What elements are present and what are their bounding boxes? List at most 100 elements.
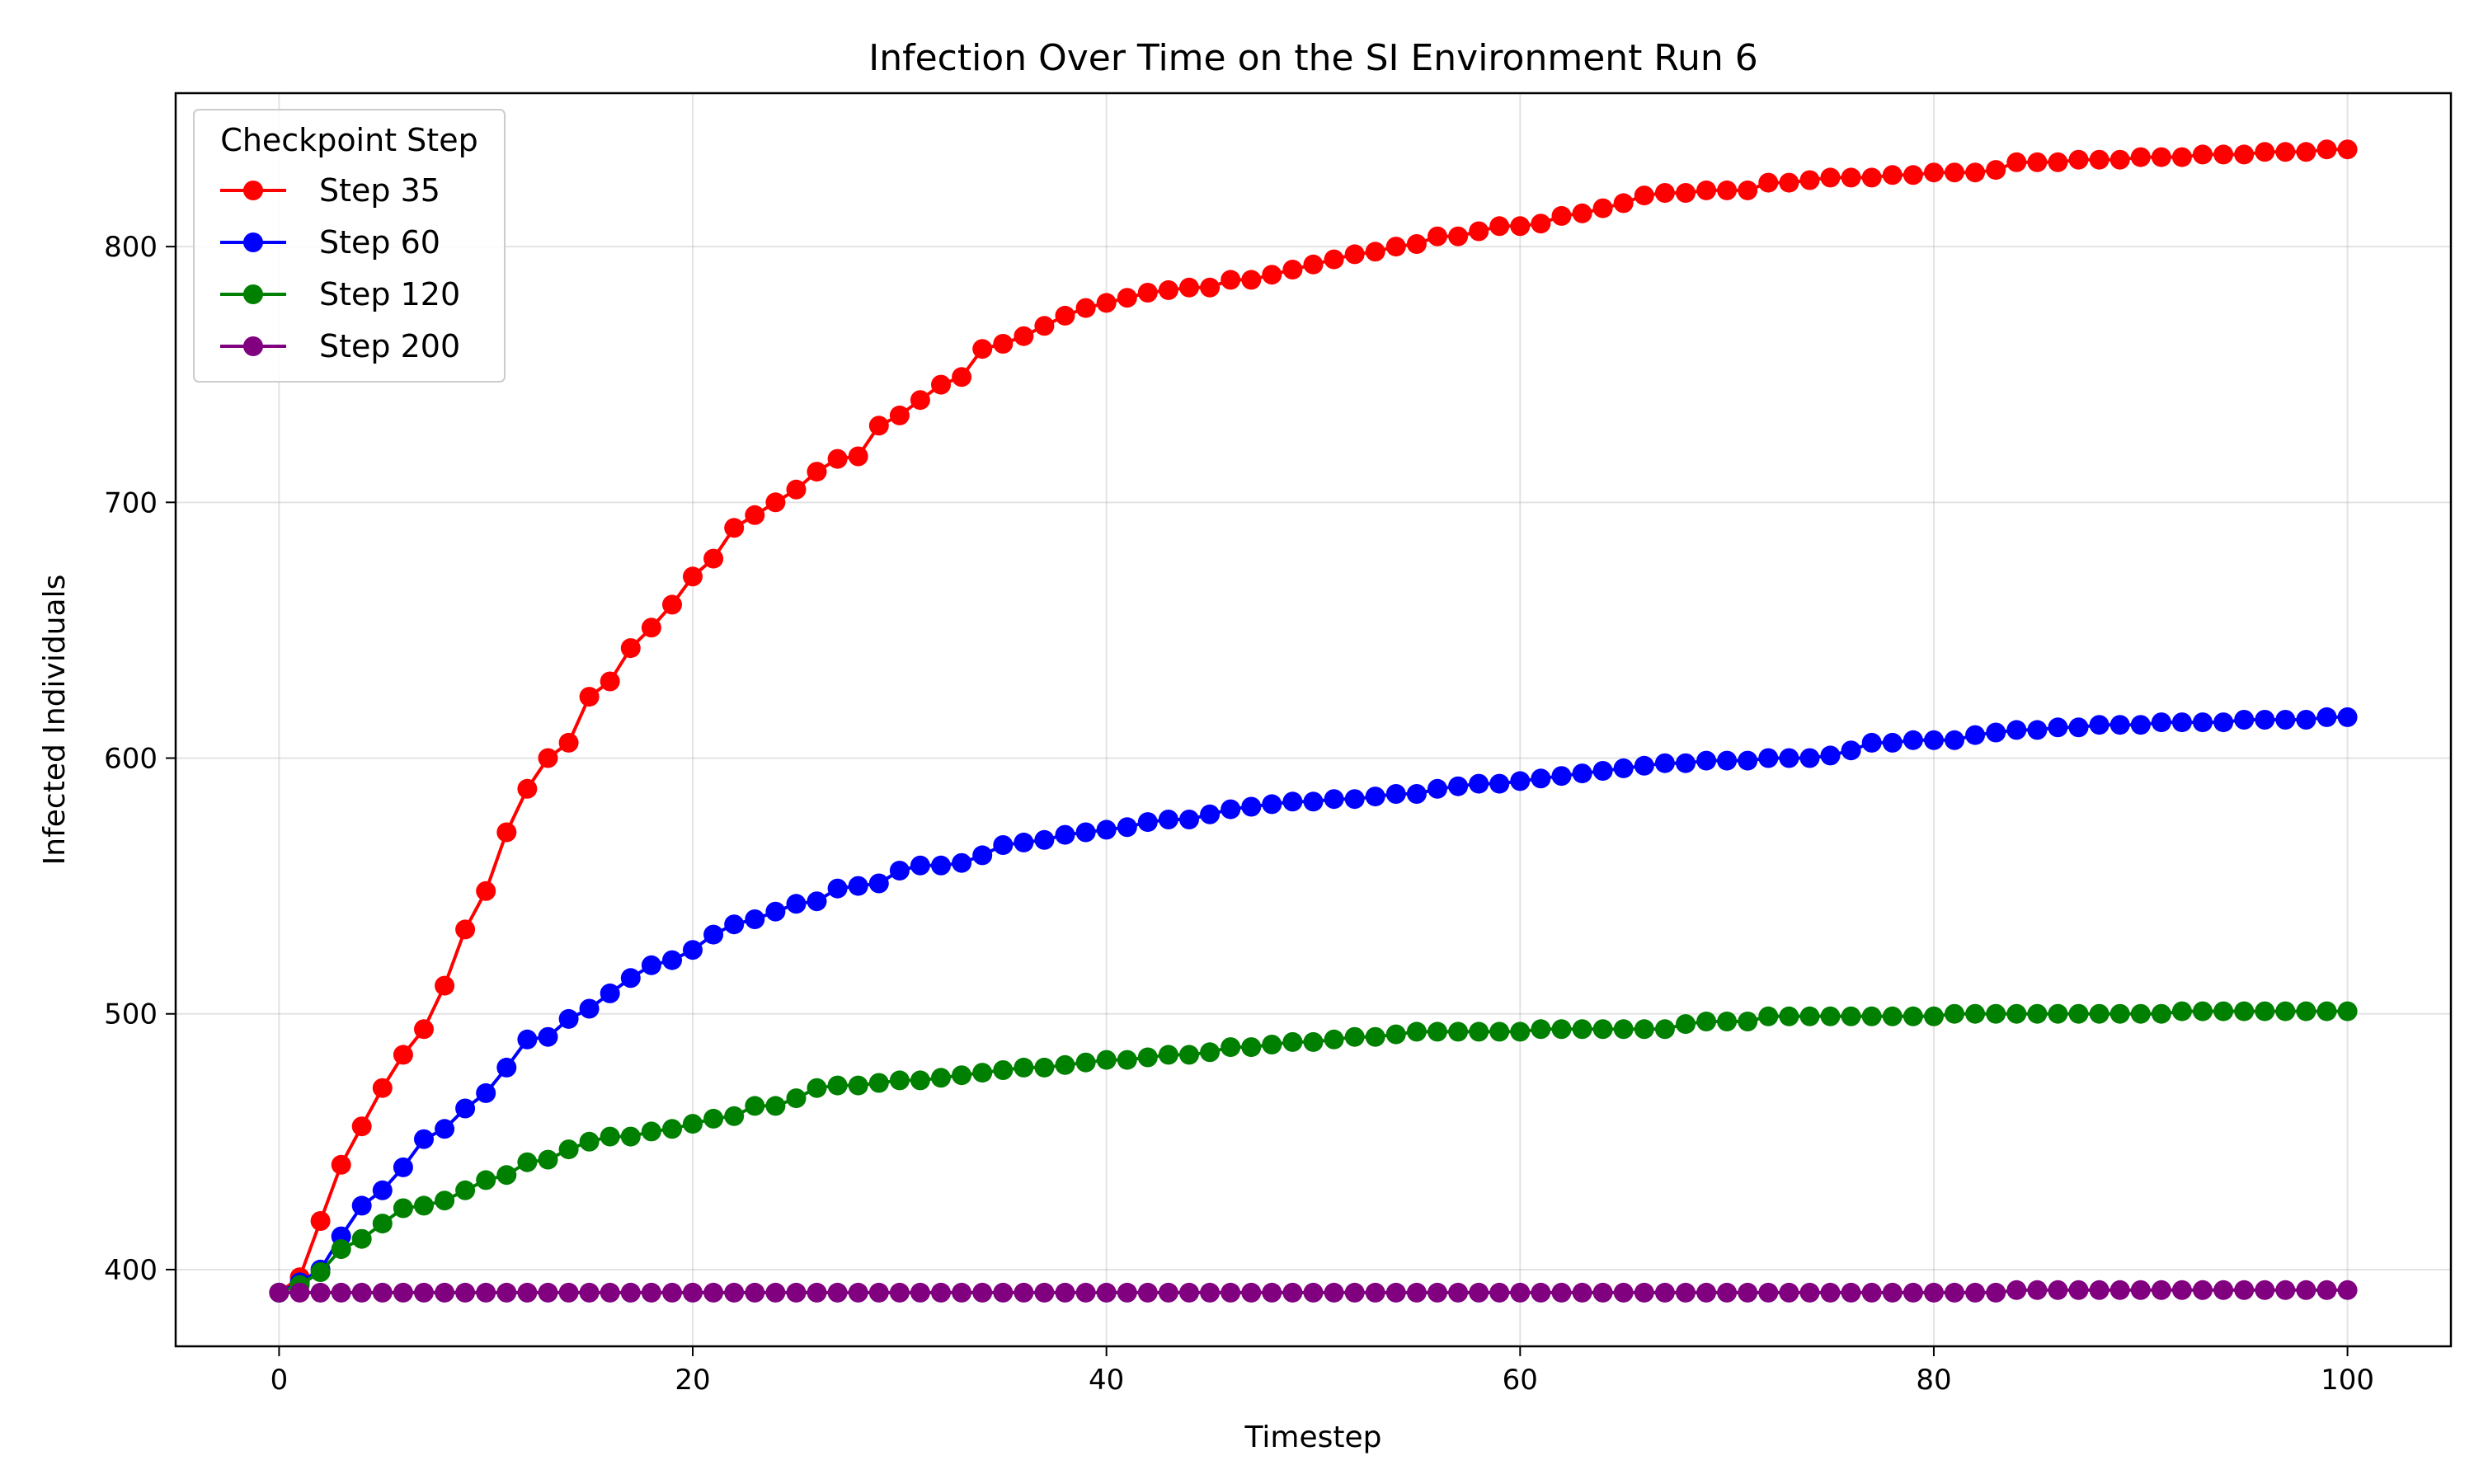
- data-point: [1965, 725, 1986, 745]
- data-point: [2171, 147, 2192, 167]
- data-point: [1738, 1012, 1758, 1031]
- data-point: [1469, 773, 1489, 794]
- legend-box: [193, 109, 506, 383]
- legend-marker: [243, 284, 263, 304]
- data-point: [1945, 162, 1964, 183]
- data-point: [455, 1282, 476, 1303]
- data-point: [868, 1073, 889, 1093]
- data-point: [683, 940, 703, 960]
- data-point: [1634, 755, 1654, 776]
- data-point: [435, 1119, 455, 1139]
- data-point: [1075, 1282, 1096, 1303]
- data-point: [1344, 1026, 1365, 1047]
- legend-label: Step 60: [319, 224, 440, 261]
- data-point: [745, 909, 765, 929]
- data-point: [476, 1082, 496, 1103]
- data-point: [765, 1282, 786, 1303]
- data-point: [1055, 1282, 1075, 1303]
- data-point: [889, 861, 910, 881]
- data-point: [558, 732, 579, 753]
- data-point: [2027, 1003, 2048, 1024]
- data-point: [1282, 791, 1303, 812]
- data-point: [1469, 1021, 1489, 1042]
- data-point: [1592, 761, 1613, 781]
- data-point: [1758, 748, 1779, 768]
- data-point: [1179, 1282, 1199, 1303]
- data-point: [496, 822, 517, 843]
- data-point: [993, 1282, 1014, 1303]
- data-point: [1262, 265, 1282, 285]
- data-point: [1882, 165, 1903, 186]
- data-point: [703, 924, 724, 945]
- data-point: [1221, 1037, 1241, 1058]
- data-point: [1779, 1282, 1799, 1303]
- data-point: [414, 1019, 434, 1040]
- data-point: [1986, 1282, 2006, 1303]
- data-point: [2068, 1003, 2089, 1024]
- data-point: [1861, 1282, 1882, 1303]
- data-point: [1448, 776, 1469, 796]
- data-point: [1324, 1029, 1344, 1050]
- data-point: [931, 855, 951, 876]
- data-point: [1365, 1026, 1385, 1047]
- data-point: [1613, 1282, 1634, 1303]
- data-point: [2151, 712, 2171, 733]
- data-point: [1344, 1282, 1365, 1303]
- data-point: [1717, 180, 1738, 200]
- data-point: [703, 1108, 724, 1129]
- data-point: [351, 1282, 372, 1303]
- data-point: [1903, 730, 1923, 750]
- data-point: [455, 1098, 476, 1119]
- data-point: [910, 1282, 930, 1303]
- data-point: [1696, 180, 1717, 200]
- data-point: [517, 1029, 538, 1050]
- data-point: [1303, 791, 1324, 812]
- data-point: [1841, 1006, 1861, 1026]
- data-point: [1861, 732, 1882, 753]
- data-point: [1510, 216, 1531, 237]
- data-point: [496, 1282, 517, 1303]
- data-point: [1676, 1014, 1696, 1035]
- data-point: [579, 998, 600, 1019]
- data-point: [1572, 763, 1592, 784]
- data-point: [1551, 766, 1572, 787]
- data-point: [351, 1228, 372, 1249]
- data-point: [868, 1282, 889, 1303]
- data-point: [1799, 1282, 1820, 1303]
- data-point: [1945, 1003, 1964, 1024]
- data-point: [1406, 234, 1427, 254]
- data-point: [641, 618, 661, 638]
- legend-label: Step 200: [319, 328, 460, 364]
- data-point: [765, 1096, 786, 1116]
- y-tick-label: 400: [104, 1254, 158, 1287]
- data-point: [848, 1282, 868, 1303]
- data-point: [331, 1239, 351, 1260]
- data-point: [1779, 1006, 1799, 1026]
- plot-frame: [174, 92, 2453, 1348]
- data-point: [2048, 717, 2068, 738]
- data-point: [1738, 1282, 1758, 1303]
- data-point: [372, 1214, 393, 1234]
- data-point: [2048, 152, 2068, 172]
- data-point: [1179, 1045, 1199, 1065]
- data-point: [1303, 1282, 1324, 1303]
- data-point: [1117, 817, 1137, 838]
- data-point: [2130, 147, 2151, 167]
- data-point: [827, 1282, 848, 1303]
- data-point: [848, 876, 868, 896]
- data-point: [1510, 1282, 1531, 1303]
- data-point: [1241, 1282, 1262, 1303]
- data-point: [952, 1065, 972, 1086]
- data-point: [1282, 260, 1303, 279]
- data-point: [1282, 1282, 1303, 1303]
- data-point: [414, 1129, 434, 1149]
- data-point: [1096, 293, 1117, 313]
- data-point: [310, 1282, 331, 1303]
- data-point: [1365, 242, 1385, 262]
- data-point: [931, 1282, 951, 1303]
- legend-label: Step 120: [319, 276, 460, 312]
- data-point: [1613, 193, 1634, 214]
- data-point: [2151, 1280, 2171, 1300]
- legend-entry: Step 120: [220, 276, 460, 312]
- data-point: [310, 1262, 331, 1282]
